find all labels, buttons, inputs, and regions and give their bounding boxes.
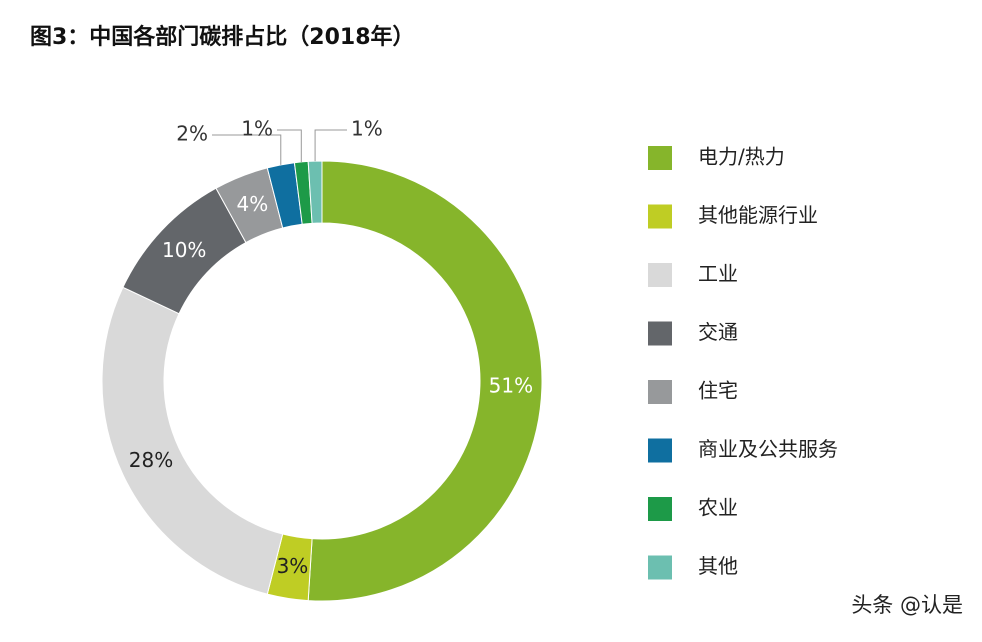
legend-swatch bbox=[648, 263, 672, 287]
data-label: 2% bbox=[176, 122, 208, 146]
legend-label: 电力/热力 bbox=[698, 145, 785, 169]
legend-label: 其他能源行业 bbox=[698, 203, 818, 227]
legend-label: 住宅 bbox=[698, 379, 738, 403]
legend-swatch bbox=[648, 204, 672, 229]
data-label: 28% bbox=[129, 448, 173, 472]
legend-label: 交通 bbox=[698, 320, 738, 344]
slice bbox=[307, 160, 323, 224]
legend-label: 工业 bbox=[698, 262, 738, 286]
legend-swatch bbox=[648, 321, 672, 346]
data-label: 1% bbox=[241, 117, 273, 141]
legend-swatch bbox=[648, 438, 672, 463]
data-label: 51% bbox=[489, 373, 533, 397]
slice bbox=[307, 160, 543, 602]
legend-label: 商业及公共服务 bbox=[698, 437, 838, 461]
data-label: 10% bbox=[162, 238, 206, 262]
data-label: 4% bbox=[237, 192, 269, 216]
chart-title: 图3：中国各部门碳排占比（2018年） bbox=[30, 24, 415, 50]
data-label: 1% bbox=[351, 117, 383, 141]
legend-swatch bbox=[648, 497, 672, 521]
data-label: 3% bbox=[277, 554, 309, 578]
watermark: 头条 @认是 bbox=[851, 593, 963, 617]
legend-swatch bbox=[648, 380, 672, 404]
legend-swatch bbox=[648, 555, 672, 580]
leader-line bbox=[212, 134, 282, 165]
leader-line bbox=[314, 129, 347, 162]
legend-label: 其他 bbox=[698, 554, 738, 578]
slice bbox=[101, 286, 284, 595]
legend-label: 农业 bbox=[698, 496, 738, 520]
legend-swatch bbox=[648, 146, 672, 170]
leader-line bbox=[277, 129, 302, 162]
